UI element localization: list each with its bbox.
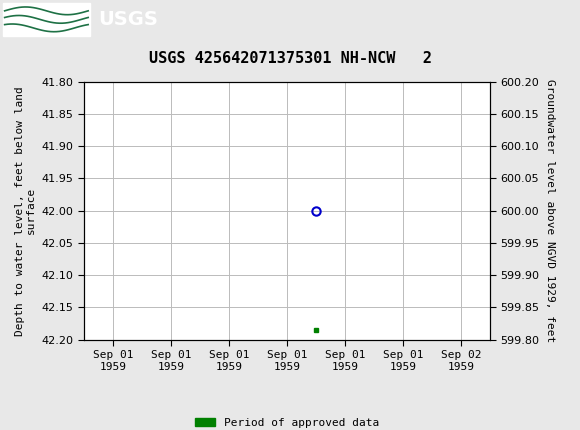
Y-axis label: Depth to water level, feet below land
surface: Depth to water level, feet below land su… <box>14 86 36 335</box>
Text: USGS: USGS <box>99 10 158 29</box>
Legend: Period of approved data: Period of approved data <box>191 413 383 430</box>
Y-axis label: Groundwater level above NGVD 1929, feet: Groundwater level above NGVD 1929, feet <box>545 79 555 342</box>
Bar <box>3 3 90 36</box>
Text: USGS 425642071375301 NH-NCW   2: USGS 425642071375301 NH-NCW 2 <box>148 51 432 65</box>
